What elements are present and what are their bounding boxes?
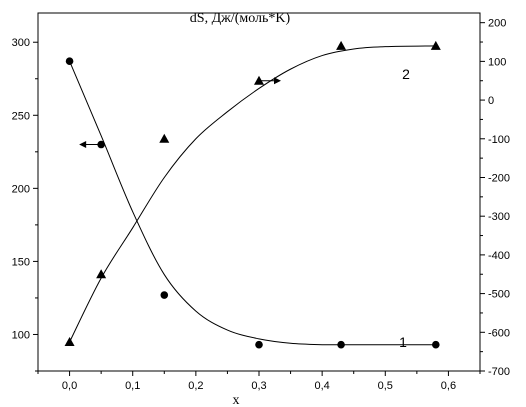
series-2-point bbox=[159, 133, 170, 143]
series-2-point bbox=[430, 40, 441, 50]
y-left-tick-label: 150 bbox=[12, 256, 30, 268]
series-1-label: 1 bbox=[399, 334, 407, 350]
series-1-point bbox=[160, 291, 169, 299]
series-2-point bbox=[96, 269, 107, 279]
chart-title: dS, Дж/(моль*K) bbox=[190, 11, 291, 26]
x-tick-label: 0,6 bbox=[441, 380, 456, 392]
axis-ticks: 0,0 0,1 0,2 0,3 0,4 0,5 0,6 100 150 200 250 300 200 1… bbox=[12, 18, 510, 392]
y-right-tick-label: 200 bbox=[488, 18, 506, 30]
series-markers bbox=[64, 40, 441, 349]
plot-frame bbox=[37, 12, 481, 372]
y-right-tick-label: -700 bbox=[488, 366, 510, 378]
x-axis-label: x bbox=[233, 393, 240, 407]
y-right-tick-label: -600 bbox=[488, 327, 510, 339]
series-1-curve bbox=[69, 61, 436, 346]
y-right-tick-label: -300 bbox=[488, 211, 510, 223]
x-tick-label: 0,1 bbox=[125, 380, 140, 392]
y-left-tick-label: 300 bbox=[12, 37, 30, 49]
series-1-point bbox=[337, 340, 345, 349]
y-right-tick-label: -400 bbox=[488, 250, 510, 262]
x-tick-label: 0,5 bbox=[378, 380, 393, 392]
series-curves bbox=[69, 45, 436, 346]
series-1-point bbox=[432, 340, 440, 349]
axis-arrows bbox=[79, 77, 281, 149]
x-tick-label: 0,2 bbox=[188, 380, 203, 392]
series-2-label: 2 bbox=[402, 66, 410, 82]
arrow-left-head bbox=[79, 141, 87, 149]
series-1-point bbox=[255, 340, 263, 349]
y-left-tick-label: 100 bbox=[12, 329, 30, 341]
y-left-tick-label: 200 bbox=[12, 183, 30, 195]
y-right-tick-label: -500 bbox=[488, 289, 510, 301]
x-tick-label: 0,3 bbox=[251, 380, 266, 392]
plot-border bbox=[37, 12, 481, 372]
y-right-tick-label: 100 bbox=[488, 56, 506, 68]
y-right-tick-label: -100 bbox=[488, 134, 510, 146]
series-1-point bbox=[65, 57, 74, 66]
x-tick-label: 0,0 bbox=[62, 380, 77, 392]
y-right-tick-label: -200 bbox=[488, 172, 510, 184]
y-left-tick-label: 250 bbox=[12, 110, 30, 122]
series-2-point bbox=[64, 336, 75, 346]
series-2-curve bbox=[69, 45, 436, 343]
y-right-tick-label: 0 bbox=[488, 95, 494, 107]
x-tick-label: 0,4 bbox=[314, 380, 329, 392]
series-2-point bbox=[336, 40, 347, 50]
arrow-right-head bbox=[274, 77, 281, 85]
